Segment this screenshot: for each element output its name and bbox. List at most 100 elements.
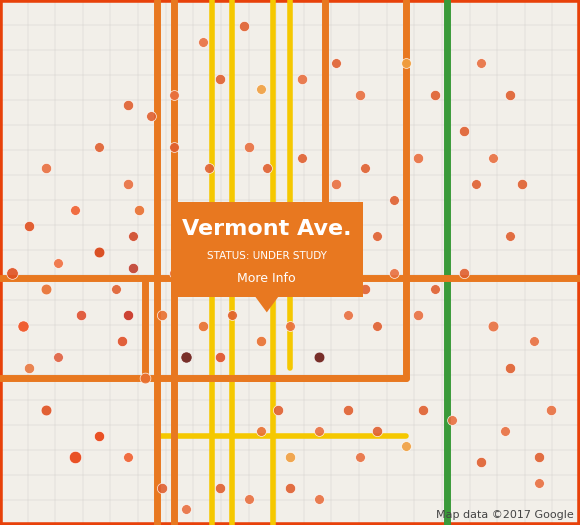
Point <box>53 258 63 267</box>
Point <box>94 143 103 151</box>
Text: Map data ©2017 Google: Map data ©2017 Google <box>437 510 574 520</box>
Point <box>535 479 544 487</box>
Point <box>216 75 225 83</box>
Point <box>123 311 132 319</box>
Point <box>343 248 353 256</box>
Point <box>239 232 248 240</box>
Point <box>419 405 428 414</box>
Point <box>343 405 353 414</box>
Point <box>477 59 486 67</box>
Text: More Info: More Info <box>237 272 296 285</box>
Point <box>245 143 254 151</box>
Point <box>117 337 126 345</box>
Point <box>430 90 440 99</box>
Point <box>314 353 324 361</box>
Point <box>158 484 167 492</box>
Point <box>372 321 382 330</box>
Point <box>506 90 515 99</box>
Point <box>227 311 237 319</box>
Point <box>372 232 382 240</box>
Point <box>94 432 103 440</box>
Point <box>181 232 190 240</box>
Point <box>401 442 411 450</box>
Point <box>181 353 190 361</box>
Point <box>506 363 515 372</box>
Point <box>401 59 411 67</box>
Point <box>24 363 34 372</box>
Point <box>245 495 254 503</box>
Point <box>198 38 208 46</box>
Point <box>158 311 167 319</box>
Point <box>361 164 370 172</box>
Point <box>262 164 271 172</box>
Point <box>71 206 80 214</box>
Point <box>256 337 266 345</box>
Point <box>535 453 544 461</box>
Point <box>256 85 266 93</box>
Point <box>204 164 213 172</box>
Point <box>413 311 422 319</box>
Point <box>430 285 440 293</box>
Point <box>274 405 283 414</box>
Point <box>140 374 150 382</box>
Point <box>169 90 179 99</box>
Point <box>239 22 248 30</box>
Point <box>19 321 28 330</box>
Point <box>500 426 509 435</box>
Point <box>314 426 324 435</box>
Point <box>216 353 225 361</box>
Point <box>198 321 208 330</box>
Point <box>372 426 382 435</box>
Point <box>477 458 486 466</box>
Point <box>488 321 498 330</box>
Point <box>355 453 364 461</box>
Point <box>198 258 208 267</box>
Point <box>361 285 370 293</box>
Text: STATUS: UNDER STUDY: STATUS: UNDER STUDY <box>207 251 327 261</box>
Point <box>326 216 335 225</box>
Point <box>123 453 132 461</box>
Polygon shape <box>255 297 278 312</box>
Point <box>7 269 16 277</box>
Point <box>94 248 103 256</box>
Point <box>24 222 34 230</box>
Point <box>297 285 306 293</box>
Point <box>42 164 51 172</box>
Point <box>111 285 121 293</box>
Point <box>216 206 225 214</box>
Point <box>390 269 399 277</box>
Point <box>129 232 138 240</box>
Point <box>216 484 225 492</box>
Point <box>42 405 51 414</box>
Point <box>71 453 80 461</box>
Point <box>459 269 469 277</box>
Point <box>123 101 132 109</box>
Point <box>129 264 138 272</box>
Point <box>285 484 295 492</box>
Point <box>297 75 306 83</box>
Point <box>42 285 51 293</box>
Point <box>285 321 295 330</box>
Point <box>268 216 277 225</box>
Point <box>332 59 341 67</box>
Point <box>146 111 155 120</box>
Point <box>256 426 266 435</box>
Point <box>546 405 556 414</box>
Point <box>488 153 498 162</box>
Point <box>297 153 306 162</box>
FancyBboxPatch shape <box>171 202 362 297</box>
Point <box>506 232 515 240</box>
Point <box>169 143 179 151</box>
Point <box>303 232 312 240</box>
Text: Vermont Ave.: Vermont Ave. <box>182 219 351 239</box>
Point <box>53 353 63 361</box>
Point <box>123 180 132 188</box>
Point <box>413 153 422 162</box>
Point <box>390 195 399 204</box>
Point <box>355 90 364 99</box>
Point <box>181 505 190 513</box>
Point <box>471 180 480 188</box>
Point <box>332 180 341 188</box>
Point <box>314 495 324 503</box>
Point <box>285 453 295 461</box>
